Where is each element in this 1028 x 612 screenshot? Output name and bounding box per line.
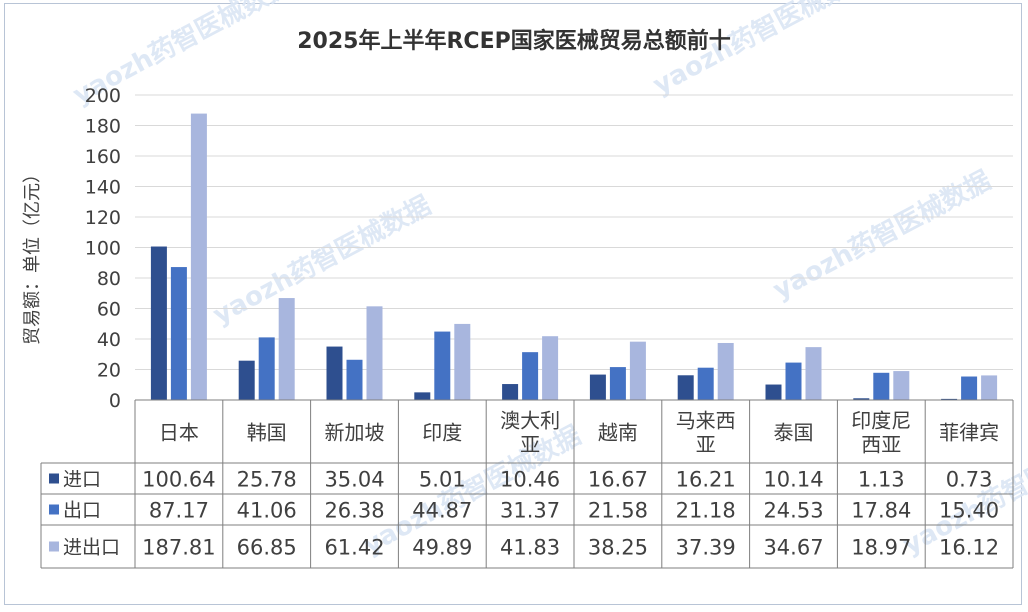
data-label: 1.13: [858, 468, 905, 492]
legend-swatch: [49, 473, 59, 484]
data-label: 0.73: [946, 468, 993, 492]
bars: [150, 113, 998, 400]
bar: [677, 375, 694, 400]
legend-label: 出口: [63, 500, 101, 522]
data-label: 21.18: [676, 499, 736, 523]
bar: [366, 306, 383, 400]
data-label: 61.42: [324, 536, 384, 560]
data-label: 41.83: [500, 536, 560, 560]
y-tick-label: 100: [85, 238, 121, 260]
data-label: 34.67: [763, 536, 823, 560]
y-tick-label: 140: [85, 177, 121, 199]
bar: [785, 362, 802, 400]
bar: [278, 298, 295, 400]
data-label: 44.87: [412, 499, 472, 523]
y-tick-label: 80: [97, 268, 121, 290]
bar: [522, 352, 539, 400]
category-label: 日本: [159, 421, 199, 445]
bar: [609, 367, 626, 400]
category-label: 印度: [422, 421, 462, 445]
bar: [589, 374, 606, 400]
bar: [981, 375, 998, 400]
bar: [873, 372, 890, 400]
data-label: 35.04: [324, 468, 384, 492]
bar: [190, 113, 207, 400]
bar: [170, 267, 187, 400]
y-tick-labels: 0 20 40 60 80 100 120 140 160 180 200: [85, 85, 121, 412]
y-tick-label: 200: [85, 85, 121, 107]
bar: [717, 342, 734, 400]
data-label: 17.84: [851, 499, 911, 523]
data-label: 16.12: [939, 536, 999, 560]
legend-swatch: [49, 504, 59, 515]
bar: [502, 384, 519, 400]
legend-swatch: [49, 541, 59, 552]
data-label: 24.53: [763, 499, 823, 523]
bar: [326, 346, 343, 400]
bar: [941, 398, 958, 400]
bar: [765, 384, 782, 400]
data-label: 25.78: [237, 468, 297, 492]
bar: [697, 367, 714, 400]
data-label: 21.58: [588, 499, 648, 523]
category-label: 新加坡: [325, 421, 385, 445]
y-tick-label: 180: [85, 116, 121, 138]
bar: [454, 323, 471, 400]
category-label: 澳大利: [500, 409, 560, 433]
data-label: 87.17: [149, 499, 209, 523]
data-label: 26.38: [324, 499, 384, 523]
y-tick-label: 0: [109, 390, 121, 412]
y-tick-label: 20: [97, 360, 121, 382]
category-label: 菲律宾: [939, 421, 999, 445]
category-label: 越南: [598, 421, 638, 445]
legend-label: 进口: [63, 469, 101, 491]
data-label: 66.85: [237, 536, 297, 560]
bar: [414, 392, 431, 400]
chart-title: 2025年上半年RCEP国家医械贸易总额前十: [297, 28, 730, 54]
data-label: 16.21: [676, 468, 736, 492]
category-label: 亚: [696, 433, 716, 457]
data-label: 187.81: [142, 536, 215, 560]
bar: [853, 398, 870, 400]
bar: [150, 246, 167, 400]
bar: [434, 331, 451, 400]
y-tick-label: 40: [97, 329, 121, 351]
data-label: 15.40: [939, 499, 999, 523]
category-label: 西亚: [861, 433, 901, 457]
data-label: 38.25: [588, 536, 648, 560]
category-label: 泰国: [774, 421, 814, 445]
category-label: 韩国: [247, 421, 287, 445]
data-label: 49.89: [412, 536, 472, 560]
bar: [961, 376, 978, 400]
data-label: 31.37: [500, 499, 560, 523]
data-label: 37.39: [676, 536, 736, 560]
bar: [346, 359, 363, 400]
data-label: 18.97: [851, 536, 911, 560]
bar: [238, 360, 255, 400]
bar: [542, 336, 559, 400]
legend-label: 进出口: [63, 537, 120, 559]
y-tick-label: 120: [85, 207, 121, 229]
bar: [893, 371, 910, 400]
category-label: 印度尼: [851, 409, 911, 433]
category-label: 亚: [520, 433, 540, 457]
data-label: 41.06: [237, 499, 297, 523]
category-label: 马来西: [676, 409, 736, 433]
data-label: 100.64: [142, 468, 215, 492]
data-label: 10.14: [763, 468, 823, 492]
y-tick-label: 160: [85, 146, 121, 168]
bar: [805, 347, 822, 400]
data-label: 16.67: [588, 468, 648, 492]
bar: [629, 341, 646, 400]
bar: [258, 337, 275, 400]
data-label: 10.46: [500, 468, 560, 492]
y-tick-label: 60: [97, 299, 121, 321]
data-label: 5.01: [419, 468, 466, 492]
y-axis-label: 贸易额：单位（亿元）: [22, 165, 43, 345]
